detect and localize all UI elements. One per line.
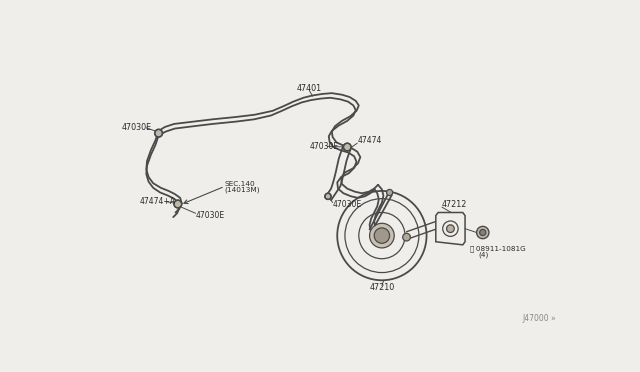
Circle shape	[387, 189, 393, 196]
Text: 47401: 47401	[297, 84, 322, 93]
Text: 47474: 47474	[357, 137, 381, 145]
Circle shape	[447, 225, 454, 232]
Circle shape	[477, 226, 489, 239]
Text: 47030E: 47030E	[333, 200, 362, 209]
Text: J47000 »: J47000 »	[522, 314, 556, 323]
Circle shape	[325, 193, 331, 199]
Text: 47212: 47212	[442, 200, 467, 209]
Text: SEC.140: SEC.140	[225, 181, 255, 187]
Circle shape	[174, 200, 182, 208]
Text: 47210: 47210	[369, 283, 394, 292]
Text: Ⓝ 08911-1081G: Ⓝ 08911-1081G	[470, 246, 525, 252]
Circle shape	[480, 230, 486, 235]
Circle shape	[344, 143, 351, 151]
Circle shape	[155, 129, 163, 137]
Circle shape	[403, 233, 410, 241]
Text: 47030E: 47030E	[196, 211, 225, 220]
Text: 47030E: 47030E	[122, 123, 152, 132]
Circle shape	[374, 228, 390, 243]
Circle shape	[369, 223, 394, 248]
Text: (14013M): (14013M)	[225, 187, 260, 193]
Text: (4): (4)	[478, 251, 488, 258]
Text: 47030E: 47030E	[310, 142, 339, 151]
Text: 47474+A: 47474+A	[140, 197, 175, 206]
